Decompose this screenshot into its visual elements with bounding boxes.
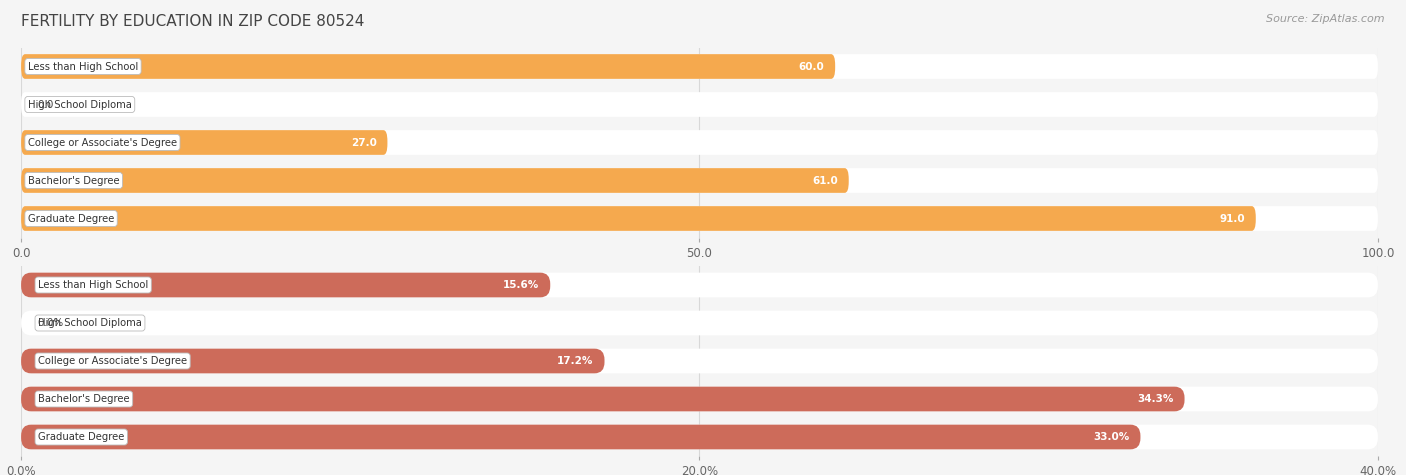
Text: Bachelor's Degree: Bachelor's Degree: [28, 175, 120, 186]
Text: 27.0: 27.0: [350, 137, 377, 148]
Text: High School Diploma: High School Diploma: [28, 99, 132, 110]
Text: 0.0%: 0.0%: [38, 318, 63, 328]
Text: 0.0: 0.0: [38, 99, 53, 110]
FancyBboxPatch shape: [21, 54, 1378, 79]
FancyBboxPatch shape: [21, 54, 835, 79]
Text: 15.6%: 15.6%: [503, 280, 540, 290]
Text: 33.0%: 33.0%: [1094, 432, 1129, 442]
Text: Bachelor's Degree: Bachelor's Degree: [38, 394, 129, 404]
FancyBboxPatch shape: [21, 130, 1378, 155]
FancyBboxPatch shape: [21, 273, 550, 297]
FancyBboxPatch shape: [21, 349, 605, 373]
FancyBboxPatch shape: [21, 425, 1378, 449]
Text: 34.3%: 34.3%: [1137, 394, 1174, 404]
FancyBboxPatch shape: [21, 130, 388, 155]
FancyBboxPatch shape: [21, 387, 1184, 411]
Text: Less than High School: Less than High School: [38, 280, 148, 290]
Text: College or Associate's Degree: College or Associate's Degree: [38, 356, 187, 366]
Text: Source: ZipAtlas.com: Source: ZipAtlas.com: [1267, 14, 1385, 24]
Text: 91.0: 91.0: [1219, 213, 1244, 224]
Text: Graduate Degree: Graduate Degree: [38, 432, 124, 442]
Text: College or Associate's Degree: College or Associate's Degree: [28, 137, 177, 148]
Text: 17.2%: 17.2%: [557, 356, 593, 366]
Text: Less than High School: Less than High School: [28, 61, 138, 72]
FancyBboxPatch shape: [21, 168, 1378, 193]
Text: High School Diploma: High School Diploma: [38, 318, 142, 328]
FancyBboxPatch shape: [21, 349, 1378, 373]
FancyBboxPatch shape: [21, 311, 1378, 335]
FancyBboxPatch shape: [21, 387, 1378, 411]
Text: 61.0: 61.0: [813, 175, 838, 186]
Text: 60.0: 60.0: [799, 61, 824, 72]
Text: FERTILITY BY EDUCATION IN ZIP CODE 80524: FERTILITY BY EDUCATION IN ZIP CODE 80524: [21, 14, 364, 29]
FancyBboxPatch shape: [21, 206, 1378, 231]
Text: Graduate Degree: Graduate Degree: [28, 213, 114, 224]
FancyBboxPatch shape: [21, 92, 1378, 117]
FancyBboxPatch shape: [21, 206, 1256, 231]
FancyBboxPatch shape: [21, 425, 1140, 449]
FancyBboxPatch shape: [21, 168, 849, 193]
FancyBboxPatch shape: [21, 273, 1378, 297]
